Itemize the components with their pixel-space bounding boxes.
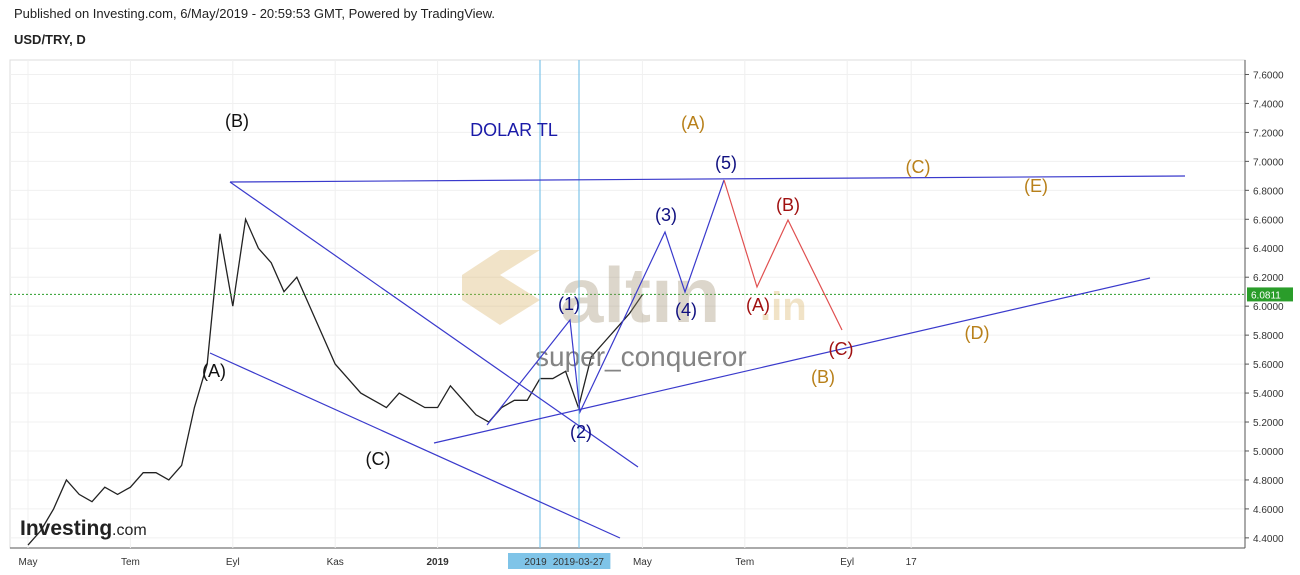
annotation: (4) xyxy=(675,300,697,320)
annotation: (B) xyxy=(225,111,249,131)
y-tick-label: 4.4000 xyxy=(1253,534,1284,545)
watermark-icon xyxy=(462,250,540,325)
trend-line xyxy=(433,277,1151,444)
x-tick-label: 17 xyxy=(906,557,918,568)
annotation: (3) xyxy=(655,205,677,225)
annotation: (A) xyxy=(746,295,770,315)
published-note: Published on Investing.com, 6/May/2019 -… xyxy=(14,6,495,21)
x-tick-label: Eyl xyxy=(226,557,240,568)
last-price-label: 6.0811 xyxy=(1251,290,1281,301)
plot-area: 4.4000 4.6000 4.8000 5.0000 5.2000 5.4000 5.60… xyxy=(9,59,1293,569)
y-tick-label: 7.6000 xyxy=(1253,70,1284,81)
y-tick-label: 5.2000 xyxy=(1253,418,1284,429)
y-tick-label: 5.0000 xyxy=(1253,447,1284,458)
x-tick-label: 2019-0 xyxy=(524,557,556,568)
watermark-author: super_conqueror xyxy=(535,341,747,372)
symbol: USD/TRY, D xyxy=(14,32,86,47)
annotation: (5) xyxy=(715,153,737,173)
x-tick-label: May xyxy=(19,557,38,568)
logo: Investing .com xyxy=(20,517,147,540)
y-tick-label: 5.4000 xyxy=(1253,389,1284,400)
y-tick-label: 7.0000 xyxy=(1253,157,1284,168)
y-tick-label: 6.6000 xyxy=(1253,215,1284,226)
annotation: DOLAR TL xyxy=(470,120,558,140)
annotation: (B) xyxy=(776,195,800,215)
annotation: (1) xyxy=(558,294,580,314)
y-tick-label: 6.8000 xyxy=(1253,186,1284,197)
annotation: (A) xyxy=(681,113,705,133)
y-tick-label: 4.6000 xyxy=(1253,505,1284,516)
annotation: (A) xyxy=(202,361,226,381)
y-tick-label: 4.8000 xyxy=(1253,476,1284,487)
annotations: DOLAR TL (A) (5) (3) (4) (1) (2) (B) (A)… xyxy=(202,111,1048,469)
drawings xyxy=(209,60,1186,548)
annotation: (B) xyxy=(811,367,835,387)
x-tick-label: Kas xyxy=(327,557,344,568)
annotation: (C) xyxy=(829,339,854,359)
watermark: altın .in xyxy=(462,250,807,339)
y-tick-label: 6.0000 xyxy=(1253,302,1284,313)
annotation: (2) xyxy=(570,422,592,442)
watermark-brand: altın xyxy=(560,251,720,339)
y-tick-label: 5.8000 xyxy=(1253,331,1284,342)
annotation: (E) xyxy=(1024,176,1048,196)
wave-path xyxy=(723,179,843,331)
y-tick-label: 6.2000 xyxy=(1253,273,1284,284)
x-tick-label: Tem xyxy=(121,557,140,568)
x-tick-label: May xyxy=(633,557,652,568)
logo-name: Investing xyxy=(20,517,112,540)
trend-line xyxy=(229,175,1186,183)
x-tick-label: Tem xyxy=(735,557,754,568)
x-tick-label: 2019 xyxy=(426,557,449,568)
trend-line xyxy=(209,352,621,539)
x-tick-label: 2019-03-27 xyxy=(553,557,605,568)
annotation: (C) xyxy=(906,157,931,177)
annotation: (D) xyxy=(965,323,990,343)
trend-line xyxy=(229,181,639,468)
last-price-box xyxy=(1247,287,1293,302)
y-tick-label: 6.4000 xyxy=(1253,244,1284,255)
x-tick-label: Eyl xyxy=(840,557,854,568)
y-tick-label: 7.4000 xyxy=(1253,99,1284,110)
logo-suffix: .com xyxy=(112,522,147,539)
x-label-highlight xyxy=(546,553,611,569)
watermark-domain: .in xyxy=(760,285,807,329)
annotation: (C) xyxy=(366,449,391,469)
y-tick-label: 7.2000 xyxy=(1253,128,1284,139)
wave-path xyxy=(486,179,725,426)
y-tick-label: 5.6000 xyxy=(1253,360,1284,371)
